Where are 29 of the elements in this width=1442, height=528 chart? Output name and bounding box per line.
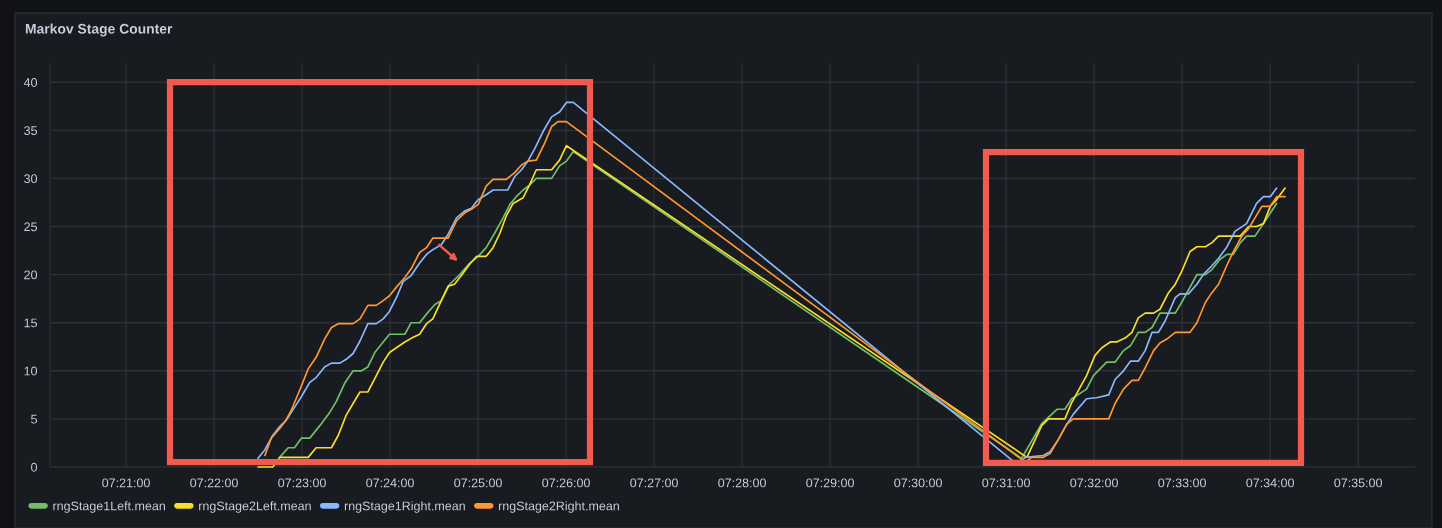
x-tick-label: 07:25:00	[454, 478, 502, 488]
x-tick-label: 07:34:00	[1246, 478, 1294, 488]
y-tick-label: 35	[24, 126, 37, 135]
x-tick-label: 07:26:00	[542, 478, 590, 488]
y-tick-label: 40	[23, 78, 38, 87]
y-tick-label: 5	[31, 414, 37, 424]
legend-label: rngStage2Left.mean	[199, 501, 311, 513]
legend-label: rngStage1Left.mean	[53, 501, 165, 513]
x-tick-label: 07:27:00	[630, 478, 678, 488]
y-tick-label: 30	[24, 174, 38, 184]
chart-title: Markov Stage Counter	[25, 23, 173, 37]
legend-label: rngStage2Right.mean	[498, 501, 619, 513]
x-tick-label: 07:22:00	[190, 478, 238, 488]
legend-label: rngStage1Right.mean	[344, 501, 465, 513]
x-tick-label: 07:23:00	[278, 478, 326, 488]
x-tick-label: 07:21:00	[102, 478, 150, 488]
x-tick-label: 07:33:00	[1158, 478, 1206, 488]
x-tick-label: 07:31:00	[982, 478, 1030, 488]
x-tick-label: 07:32:00	[1070, 478, 1118, 488]
y-tick-label: 20	[24, 270, 38, 280]
y-tick-label: 10	[24, 366, 38, 376]
y-tick-label: 15	[24, 318, 37, 328]
x-tick-label: 07:35:00	[1334, 478, 1382, 488]
x-tick-label: 07:29:00	[806, 478, 854, 488]
y-tick-label: 0	[31, 462, 38, 472]
x-tick-label: 07:28:00	[718, 478, 766, 488]
x-tick-label: 07:24:00	[366, 478, 414, 488]
y-tick-label: 25	[24, 222, 37, 232]
x-tick-label: 07:30:00	[894, 478, 942, 488]
